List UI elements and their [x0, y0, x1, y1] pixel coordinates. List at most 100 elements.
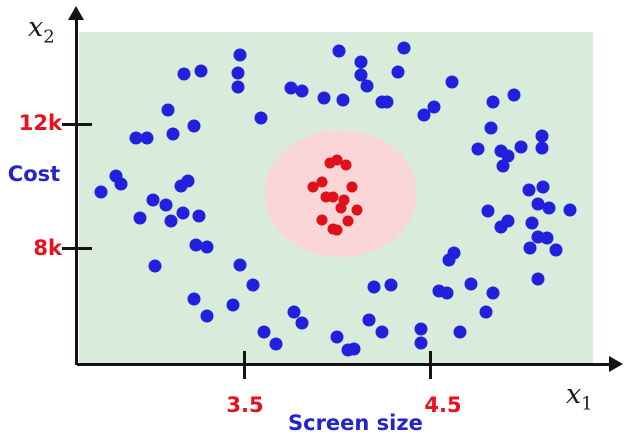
data-point-outer-cluster — [525, 216, 539, 230]
data-point-outer-cluster — [200, 240, 214, 254]
data-point-outer-cluster — [187, 119, 201, 133]
data-point-outer-cluster — [330, 330, 344, 344]
x-axis-line — [77, 363, 611, 366]
data-point-outer-cluster — [540, 231, 554, 245]
data-point-outer-cluster — [317, 91, 331, 105]
data-point-outer-cluster — [176, 206, 190, 220]
y-axis-line — [75, 16, 78, 365]
data-point-inner-cluster — [346, 181, 358, 193]
data-point-inner-cluster — [316, 176, 328, 188]
data-point-outer-cluster — [367, 280, 381, 294]
data-point-outer-cluster — [479, 305, 493, 319]
y-tick-12k — [62, 123, 92, 126]
data-point-outer-cluster — [471, 142, 485, 156]
y-axis-title: Cost — [7, 162, 61, 186]
data-point-outer-cluster — [486, 95, 500, 109]
data-point-outer-cluster — [233, 258, 247, 272]
data-point-outer-cluster — [347, 342, 361, 356]
data-point-outer-cluster — [501, 149, 515, 163]
data-point-outer-cluster — [384, 278, 398, 292]
data-point-inner-cluster — [338, 194, 350, 206]
data-point-outer-cluster — [360, 79, 374, 93]
data-point-inner-cluster — [324, 157, 336, 169]
data-point-inner-cluster — [340, 159, 352, 171]
data-point-inner-cluster — [307, 181, 319, 193]
data-point-outer-cluster — [522, 183, 536, 197]
data-point-outer-cluster — [336, 93, 350, 107]
data-point-outer-cluster — [192, 209, 206, 223]
data-point-outer-cluster — [257, 325, 271, 339]
data-point-outer-cluster — [166, 127, 180, 141]
data-point-outer-cluster — [159, 198, 173, 212]
data-point-outer-cluster — [414, 322, 428, 336]
data-point-outer-cluster — [535, 129, 549, 143]
data-point-outer-cluster — [531, 272, 545, 286]
data-point-outer-cluster — [531, 197, 545, 211]
y-tick-label-12k: 12k — [18, 111, 62, 135]
data-point-inner-cluster — [351, 204, 363, 216]
data-point-outer-cluster — [226, 298, 240, 312]
data-point-inner-cluster — [335, 202, 347, 214]
y-axis-symbol-base: x — [28, 12, 44, 43]
data-point-outer-cluster — [414, 336, 428, 350]
data-point-outer-cluster — [295, 316, 309, 330]
data-point-outer-cluster — [140, 131, 154, 145]
x-tick-3-5 — [243, 351, 246, 379]
data-point-outer-cluster — [194, 64, 208, 78]
data-point-outer-cluster — [536, 180, 550, 194]
data-point-inner-cluster — [316, 214, 328, 226]
x-axis-title: Screen size — [288, 411, 423, 435]
data-point-outer-cluster — [246, 278, 260, 292]
data-point-inner-cluster — [331, 154, 343, 166]
data-point-outer-cluster — [391, 65, 405, 79]
data-point-outer-cluster — [284, 81, 297, 95]
data-point-outer-cluster — [486, 286, 500, 300]
data-point-outer-cluster — [496, 159, 510, 173]
data-point-outer-cluster — [269, 337, 283, 351]
data-point-outer-cluster — [535, 141, 549, 155]
data-point-outer-cluster — [354, 68, 368, 82]
data-point-outer-cluster — [442, 253, 456, 267]
y-axis-arrow-icon — [68, 6, 84, 20]
data-point-outer-cluster — [233, 48, 247, 62]
data-point-outer-cluster — [354, 55, 368, 69]
data-point-outer-cluster — [295, 84, 309, 98]
data-point-outer-cluster — [161, 103, 175, 117]
x-axis-symbol: x1 — [566, 381, 593, 413]
data-point-outer-cluster — [362, 313, 376, 327]
data-point-outer-cluster — [523, 241, 537, 255]
x-tick-label-3-5: 3.5 — [226, 393, 264, 417]
data-point-outer-cluster — [287, 305, 301, 319]
inner-cluster-region — [264, 129, 417, 258]
data-point-outer-cluster — [231, 80, 245, 94]
data-point-outer-cluster — [133, 211, 147, 225]
data-point-outer-cluster — [514, 140, 528, 154]
data-point-outer-cluster — [129, 131, 143, 145]
data-point-inner-cluster — [320, 191, 332, 203]
data-point-outer-cluster — [254, 111, 268, 125]
x-tick-label-4-5: 4.5 — [424, 393, 462, 417]
data-point-outer-cluster — [507, 88, 521, 102]
data-point-outer-cluster — [177, 67, 191, 81]
data-point-outer-cluster — [542, 201, 556, 215]
data-point-outer-cluster — [563, 203, 576, 217]
x-axis-arrow-icon — [609, 356, 623, 372]
data-point-outer-cluster — [427, 100, 441, 114]
data-point-outer-cluster — [187, 292, 201, 306]
data-point-outer-cluster — [549, 243, 563, 257]
data-point-outer-cluster — [146, 193, 160, 207]
data-point-outer-cluster — [332, 44, 346, 58]
x-axis-symbol-base: x — [566, 379, 582, 410]
x-axis-symbol-subscript: 1 — [581, 393, 593, 415]
data-point-inner-cluster — [342, 215, 354, 227]
data-point-outer-cluster — [397, 41, 411, 55]
data-point-outer-cluster — [484, 121, 498, 135]
data-point-inner-cluster — [327, 191, 339, 203]
data-point-outer-cluster — [494, 220, 508, 234]
data-point-outer-cluster — [181, 174, 195, 188]
data-point-outer-cluster — [464, 277, 478, 291]
data-point-outer-cluster — [453, 325, 467, 339]
data-point-outer-cluster — [164, 214, 178, 228]
y-tick-label-8k: 8k — [33, 236, 62, 260]
